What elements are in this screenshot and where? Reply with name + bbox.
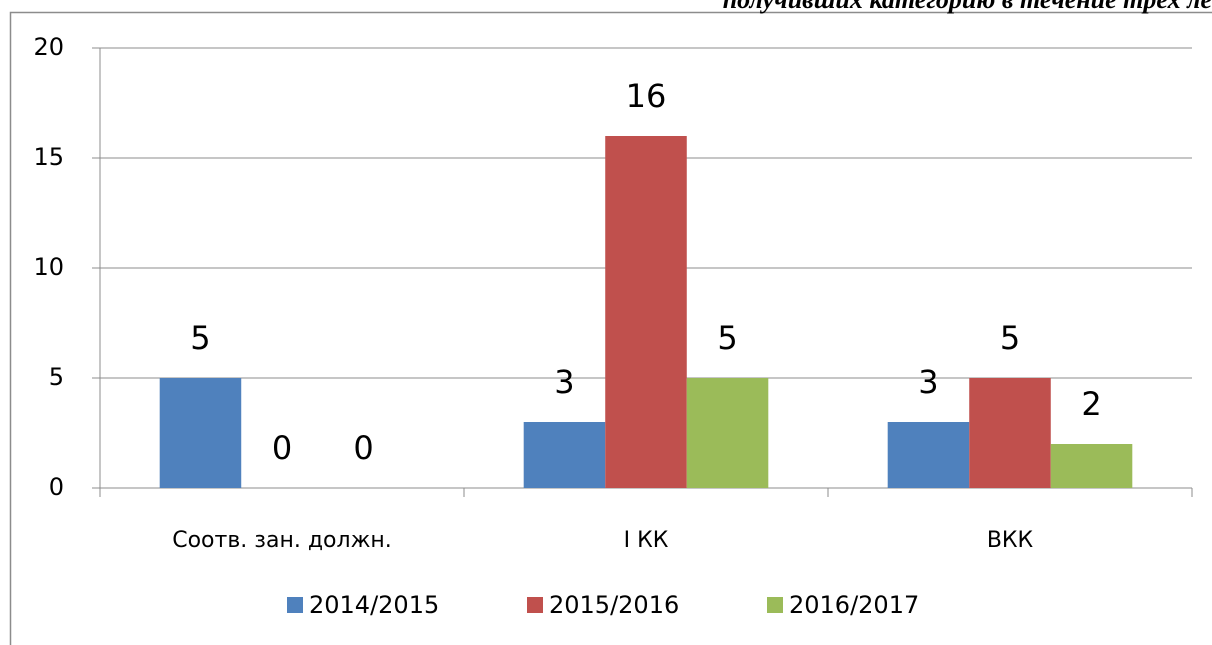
y-tick-label: 20	[33, 33, 64, 61]
data-label: 2	[1081, 385, 1101, 423]
legend-label: 2014/2015	[309, 591, 439, 619]
legend-swatch	[527, 597, 543, 613]
y-tick-label: 15	[33, 143, 64, 171]
data-label: 3	[554, 363, 574, 401]
legend-label: 2016/2017	[789, 591, 919, 619]
legend-label: 2015/2016	[549, 591, 679, 619]
data-label: 0	[272, 429, 292, 467]
x-tick-label: I КК	[624, 528, 669, 553]
data-label: 16	[626, 77, 667, 115]
chart-frame	[9, 11, 1212, 645]
legend-swatch	[767, 597, 783, 613]
bar	[1050, 444, 1133, 488]
data-label: 0	[353, 429, 373, 467]
data-label: 3	[918, 363, 938, 401]
bar	[686, 378, 769, 488]
bar	[605, 136, 687, 488]
bar	[523, 422, 606, 488]
y-tick-label: 0	[49, 473, 64, 501]
data-label: 5	[190, 319, 210, 357]
data-label: 5	[717, 319, 737, 357]
x-tick-label: Соотв. зан. должн.	[172, 528, 392, 553]
bar	[887, 422, 970, 488]
chart-title: получивших категорию в течение трех ле	[723, 0, 1212, 14]
y-tick-label: 10	[33, 253, 64, 281]
data-label: 5	[1000, 319, 1020, 357]
x-tick-label: ВКК	[987, 528, 1034, 553]
bar	[159, 378, 242, 488]
bar	[969, 378, 1051, 488]
y-tick-label: 5	[49, 363, 64, 391]
legend-swatch	[287, 597, 303, 613]
